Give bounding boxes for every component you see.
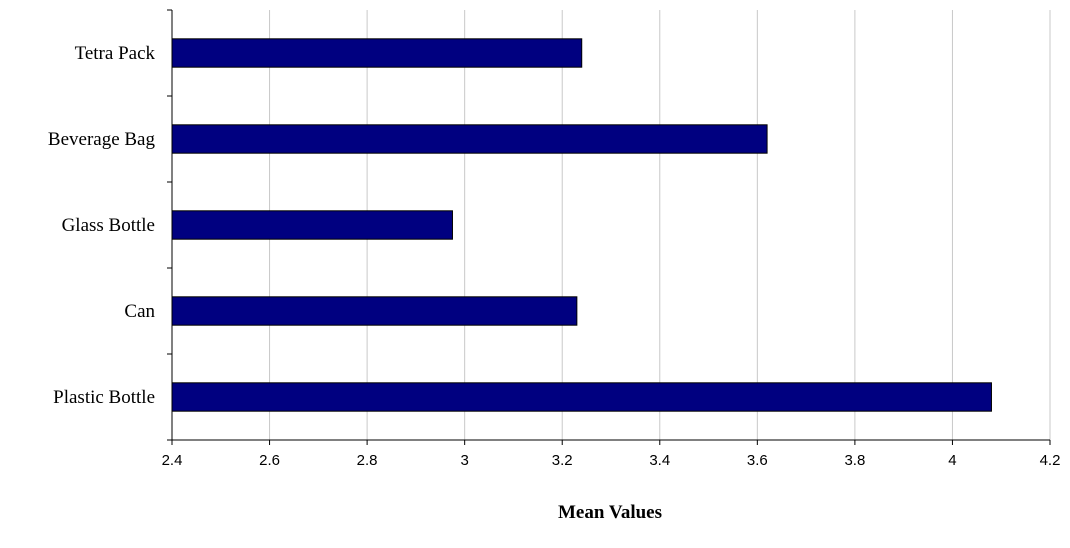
category-labels: Tetra Pack Beverage Bag Glass Bottle Can Pla… — [48, 43, 156, 408]
x-tick-label: 4.2 — [1040, 452, 1061, 469]
category-label: Beverage Bag — [48, 129, 156, 150]
category-label: Tetra Pack — [75, 43, 156, 64]
x-axis-title: Mean Values — [558, 502, 662, 523]
x-tick-label: 4 — [948, 452, 956, 469]
x-tick-label: 2.8 — [357, 452, 378, 469]
bar — [171, 296, 578, 326]
category-label: Glass Bottle — [62, 215, 155, 236]
x-tick-label: 3.8 — [844, 452, 865, 469]
x-tick-label: 3.6 — [747, 452, 768, 469]
bar — [171, 382, 992, 412]
gridlines — [269, 10, 1051, 440]
category-label: Plastic Bottle — [53, 387, 155, 408]
axes — [167, 9, 1051, 445]
x-tick-label: 3.2 — [552, 452, 573, 469]
x-tick-label: 3 — [460, 452, 468, 469]
x-tick-label: 3.4 — [649, 452, 670, 469]
bar — [171, 124, 768, 154]
tick-labels: 2.4 2.6 2.8 3 3.2 3.4 3.6 3.8 4 4.2 — [162, 452, 1061, 469]
category-label: Can — [124, 301, 155, 322]
bars — [171, 38, 992, 412]
bar — [171, 210, 453, 240]
x-tick-label: 2.6 — [259, 452, 280, 469]
bar — [171, 38, 583, 68]
x-tick-label: 2.4 — [162, 452, 183, 469]
